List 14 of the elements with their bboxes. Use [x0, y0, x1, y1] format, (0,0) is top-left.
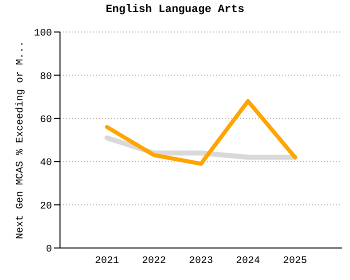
chart-title: English Language Arts — [104, 4, 246, 18]
y-tick-label: 80 — [40, 72, 52, 83]
x-tick-label: 2023 — [188, 256, 214, 268]
x-tick-label: 2024 — [236, 256, 260, 268]
y-tick-label: 20 — [40, 201, 52, 212]
line-series — [105, 99, 297, 166]
y-tick-label: 100 — [34, 28, 52, 40]
y-tick-label: 60 — [40, 114, 52, 126]
x-tick-label: 2021 — [94, 256, 120, 268]
y-tick-label: 40 — [40, 158, 52, 170]
x-tick-label: 2022 — [142, 256, 166, 268]
y-tick-label: 0 — [46, 244, 52, 256]
x-tick-label: 2025 — [282, 256, 308, 268]
y-axis-title: Next Gen MCAS % Exceeding or M... — [14, 40, 27, 240]
